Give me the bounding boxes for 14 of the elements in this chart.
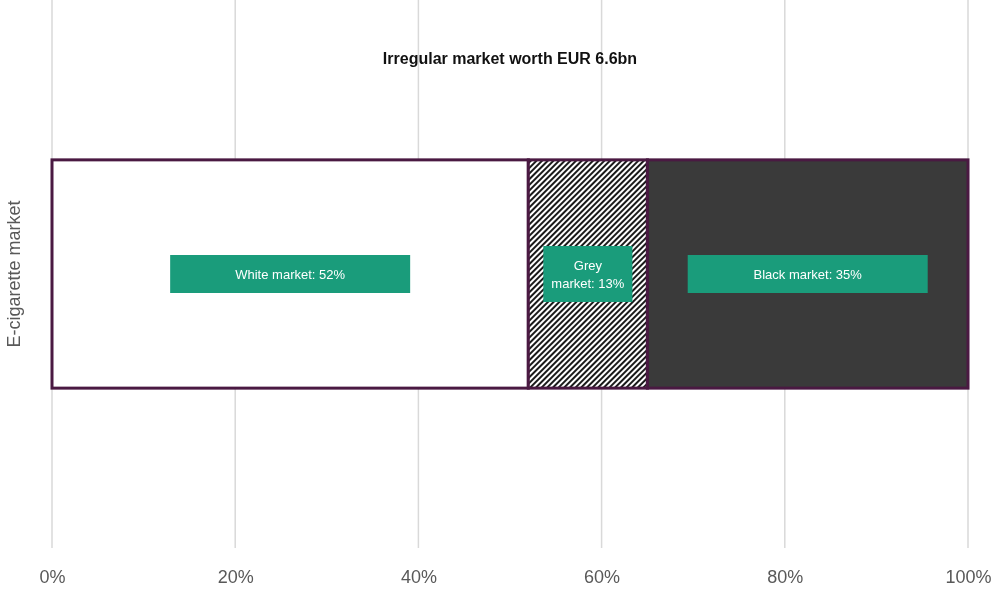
text: Irregular market worth EUR 6.6bn (382, 50, 638, 67)
data-label: Black market: 35% (753, 267, 863, 282)
x-tick-label: 0% (39, 566, 66, 587)
y-tick-label: E-cigarette market (4, 200, 24, 348)
label-box: Black market: 35% (687, 255, 928, 293)
label-box: White market: 52% (170, 255, 411, 293)
x-tick-label: 80% (767, 566, 804, 587)
x-tick-label: 100% (945, 566, 992, 587)
x-tick-label: 20% (217, 566, 254, 587)
x-tick-label: 40% (400, 566, 437, 587)
label-box: Grey market: 13% (543, 246, 633, 302)
x-tick-label: 60% (584, 566, 621, 587)
data-label: Grey market: 13% (551, 258, 625, 291)
data-label: White market: 52% (235, 267, 346, 282)
